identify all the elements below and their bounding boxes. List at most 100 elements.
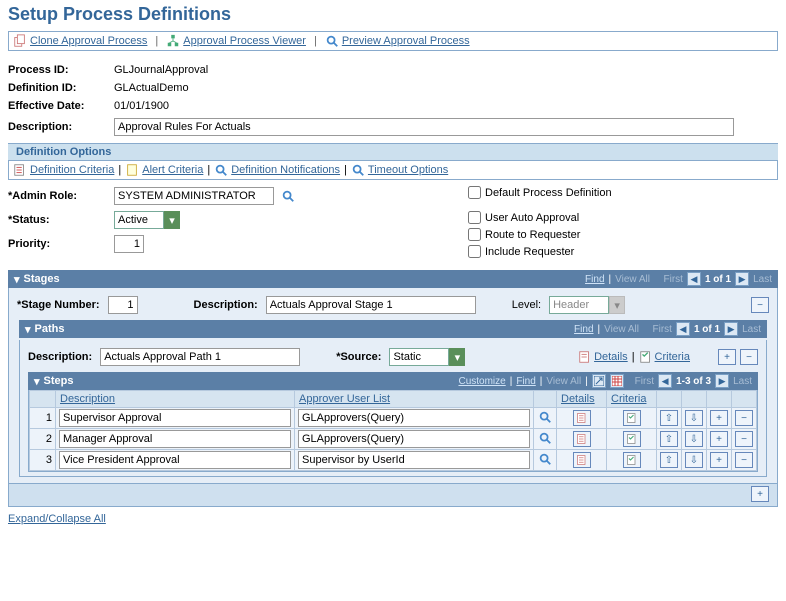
step-description-input[interactable] — [59, 451, 291, 469]
path-delete-button[interactable]: − — [740, 349, 758, 365]
steps-bar: ▾ Steps Customize | Find | View All | Fi… — [28, 372, 758, 390]
status-dropdown[interactable]: Active ▾ — [114, 211, 180, 229]
steps-customize-link[interactable]: Customize — [458, 376, 505, 387]
details-button[interactable] — [573, 410, 591, 426]
move-up-button[interactable]: ⇧ — [660, 452, 678, 468]
alert-criteria-link[interactable]: Alert Criteria — [125, 163, 203, 177]
collapse-icon[interactable]: ▾ — [14, 273, 20, 286]
zoom-icon[interactable] — [592, 374, 606, 388]
grid-icon[interactable] — [610, 374, 624, 388]
collapse-icon[interactable]: ▾ — [25, 323, 31, 336]
definition-id-value: GLActualDemo — [114, 82, 189, 94]
step-approver-input[interactable] — [298, 430, 530, 448]
next-icon[interactable]: ▶ — [724, 322, 738, 336]
user-auto-checkbox[interactable] — [468, 211, 481, 224]
user-auto-label: User Auto Approval — [485, 212, 579, 224]
path-criteria-link[interactable]: Criteria — [639, 350, 690, 364]
step-approver-input[interactable] — [298, 451, 530, 469]
step-delete-button[interactable]: − — [735, 410, 753, 426]
table-row: 1⇧⇩+− — [30, 408, 757, 429]
step-description-input[interactable] — [59, 409, 291, 427]
criteria-button[interactable] — [623, 431, 641, 447]
stage-number-input[interactable] — [108, 296, 138, 314]
criteria-button[interactable] — [623, 410, 641, 426]
path-description-input[interactable] — [100, 348, 300, 366]
stages-find-link[interactable]: Find — [585, 274, 604, 285]
include-requester-checkbox[interactable] — [468, 245, 481, 258]
toolbar-sep: | — [155, 35, 158, 47]
col-criteria[interactable]: Criteria — [607, 391, 657, 408]
approval-viewer-link[interactable]: Approval Process Viewer — [166, 34, 306, 48]
move-down-button[interactable]: ⇩ — [685, 410, 703, 426]
table-row: 2⇧⇩+− — [30, 429, 757, 450]
stage-delete-button[interactable]: − — [751, 297, 769, 313]
approver-lookup[interactable] — [537, 451, 553, 467]
description-input[interactable] — [114, 118, 734, 136]
path-details-link[interactable]: Details — [578, 350, 628, 364]
source-dropdown[interactable]: Static ▾ — [389, 348, 465, 366]
details-button[interactable] — [573, 452, 591, 468]
approver-lookup[interactable] — [537, 409, 553, 425]
move-up-button[interactable]: ⇧ — [660, 431, 678, 447]
move-down-button[interactable]: ⇩ — [685, 431, 703, 447]
route-requester-checkbox[interactable] — [468, 228, 481, 241]
step-description-input[interactable] — [59, 430, 291, 448]
expand-collapse-all-link[interactable]: Expand/Collapse All — [0, 507, 114, 531]
clone-approval-label: Clone Approval Process — [30, 35, 147, 47]
stages-counter: 1 of 1 — [705, 274, 731, 285]
clone-approval-link[interactable]: Clone Approval Process — [13, 34, 147, 48]
approval-viewer-label: Approval Process Viewer — [183, 35, 306, 47]
details-button[interactable] — [573, 431, 591, 447]
admin-role-lookup[interactable] — [280, 188, 296, 204]
paths-title: Paths — [35, 323, 65, 335]
stage-add-button[interactable]: + — [751, 486, 769, 502]
alert-criteria-label: Alert Criteria — [142, 164, 203, 176]
steps-find-link[interactable]: Find — [516, 376, 535, 387]
stages-view-all: View All — [615, 274, 650, 285]
stages-bar: ▾ Stages Find | View All First ◀ 1 of 1 … — [8, 270, 778, 288]
prev-icon[interactable]: ◀ — [687, 272, 701, 286]
stage-description-input[interactable] — [266, 296, 476, 314]
approver-lookup[interactable] — [537, 430, 553, 446]
step-add-button[interactable]: + — [710, 431, 728, 447]
priority-input[interactable] — [114, 235, 144, 253]
route-requester-label: Route to Requester — [485, 229, 580, 241]
definition-options-toolbar: Definition Criteria | Alert Criteria | D… — [8, 161, 778, 180]
col-approver[interactable]: Approver User List — [295, 391, 534, 408]
move-down-button[interactable]: ⇩ — [685, 452, 703, 468]
effective-date-row: Effective Date: 01/01/1900 — [0, 97, 786, 115]
definition-notifications-link[interactable]: Definition Notifications — [214, 163, 340, 177]
path-add-button[interactable]: + — [718, 349, 736, 365]
timeout-options-label: Timeout Options — [368, 164, 448, 176]
admin-role-input[interactable] — [114, 187, 274, 205]
viewer-icon — [166, 34, 180, 48]
next-icon[interactable]: ▶ — [715, 374, 729, 388]
chevron-down-icon: ▾ — [609, 296, 625, 314]
stage-description-label: Description: — [194, 299, 258, 311]
priority-label: Priority: — [8, 238, 108, 250]
paths-find-link[interactable]: Find — [574, 324, 593, 335]
step-approver-input[interactable] — [298, 409, 530, 427]
step-delete-button[interactable]: − — [735, 452, 753, 468]
prev-icon[interactable]: ◀ — [676, 322, 690, 336]
status-label: *Status: — [8, 214, 108, 226]
prev-icon[interactable]: ◀ — [658, 374, 672, 388]
source-value: Static — [389, 348, 449, 366]
default-process-checkbox[interactable] — [468, 186, 481, 199]
next-icon[interactable]: ▶ — [735, 272, 749, 286]
definition-criteria-link[interactable]: Definition Criteria — [13, 163, 114, 177]
col-details[interactable]: Details — [557, 391, 607, 408]
paths-view-all: View All — [604, 324, 639, 335]
step-delete-button[interactable]: − — [735, 431, 753, 447]
collapse-icon[interactable]: ▾ — [34, 375, 40, 388]
step-add-button[interactable]: + — [710, 410, 728, 426]
step-add-button[interactable]: + — [710, 452, 728, 468]
col-description[interactable]: Description — [56, 391, 295, 408]
preview-approval-link[interactable]: Preview Approval Process — [325, 34, 470, 48]
toolbar-sep: | — [314, 35, 317, 47]
alert-icon — [125, 163, 139, 177]
move-up-button[interactable]: ⇧ — [660, 410, 678, 426]
criteria-button[interactable] — [623, 452, 641, 468]
timeout-options-link[interactable]: Timeout Options — [351, 163, 448, 177]
definition-notifications-label: Definition Notifications — [231, 164, 340, 176]
